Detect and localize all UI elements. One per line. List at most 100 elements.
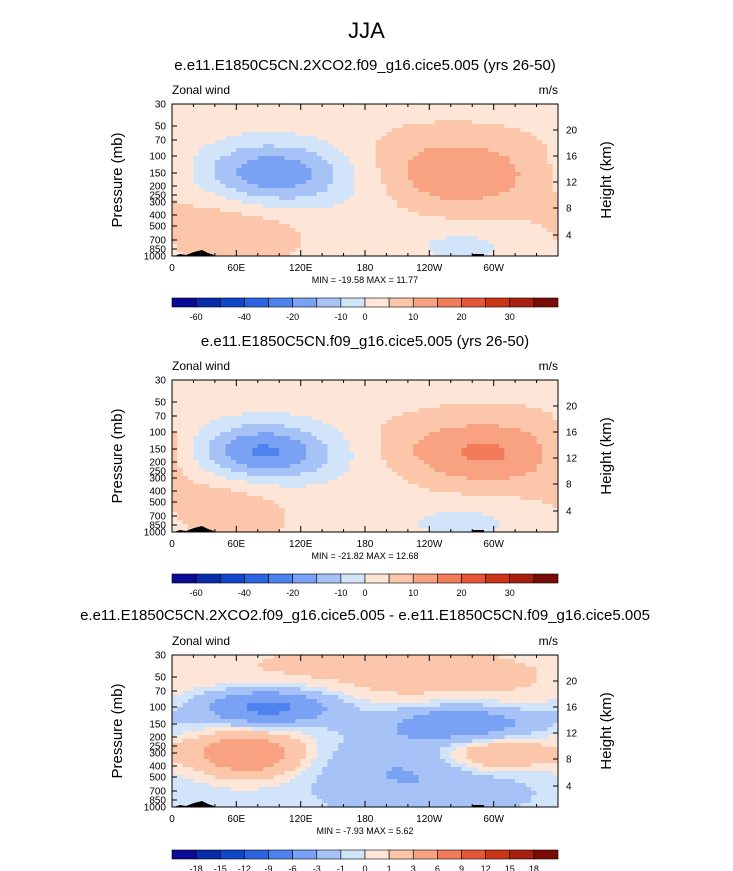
units-label: m/s [539,83,558,97]
left-label: Zonal wind [172,83,230,97]
colorbar-label: 15 [505,864,515,871]
colorbar-swatch [388,573,414,584]
colorbar-swatch [437,573,462,584]
colorbar-swatch [509,573,535,584]
y-tick-label: 400 [149,487,166,498]
colorbar-label: 9 [459,864,464,871]
y-tick-label: 500 [149,498,166,509]
y-tick-label: 150 [149,445,166,456]
colorbar-swatch [509,297,535,308]
y2-tick-label: 8 [566,204,572,215]
colorbar-swatch [412,297,438,308]
colorbar-label: -60 [190,588,203,598]
y-tick-label: 1000 [144,252,167,263]
colorbar-label: -20 [286,588,299,598]
colorbar-swatch [340,297,366,308]
colorbar-label: 0 [362,864,367,871]
colorbar [171,573,559,584]
y2-axis-title: Height (km) [598,417,615,495]
colorbar-swatch [219,573,245,584]
y-axis-title: Pressure (mb) [109,132,126,227]
units-label: m/s [539,359,558,373]
x-tick-label: 60W [483,263,504,274]
colorbar-swatch [340,849,366,860]
colorbar-label: -12 [238,864,251,871]
y-tick-label: 100 [149,152,166,163]
y2-tick-label: 16 [566,428,578,439]
colorbar-label: -10 [334,588,347,598]
colorbar-swatch [533,297,559,308]
y-tick-label: 400 [149,211,166,222]
y-tick-label: 50 [155,122,167,133]
y2-axis-title: Height (km) [598,141,615,219]
colorbar-swatch [292,573,318,584]
colorbar-label: -3 [313,864,321,871]
colorbar-swatch [437,849,462,860]
colorbar-swatch [171,297,197,308]
colorbar-swatch [388,297,414,308]
colorbar-swatch [244,849,269,860]
x-tick-label: 60E [227,263,245,274]
left-label: Zonal wind [172,359,230,373]
colorbar-swatch [364,849,390,860]
y2-tick-label: 12 [566,454,578,465]
terrain-shape [174,801,216,807]
colorbar-swatch [268,297,293,308]
x-tick-label: 180 [357,539,374,550]
y-tick-label: 400 [149,762,166,773]
x-tick-label: 180 [357,263,374,274]
x-tick-label: 120E [289,814,313,825]
y2-tick-label: 20 [566,126,578,137]
terrain-shape [174,526,216,532]
colorbar-swatch [316,297,342,308]
y-tick-label: 700 [149,512,166,523]
terrain-shape [472,805,484,807]
colorbar-label: 1 [387,864,392,871]
colorbar-label: 10 [408,312,418,322]
colorbar-label: 3 [411,864,416,871]
x-tick-label: 60W [483,814,504,825]
y-tick-label: 850 [149,796,166,807]
colorbar-swatch [533,573,559,584]
colorbar-swatch [461,849,486,860]
colorbar-label: 18 [529,864,539,871]
colorbar-label: -6 [289,864,297,871]
units-label: m/s [539,634,558,648]
colorbar [171,297,559,308]
y-tick-label: 250 [149,191,166,202]
colorbar-label: -60 [190,312,203,322]
colorbar-swatch [388,849,414,860]
y-tick-label: 250 [149,742,166,753]
y-tick-label: 70 [155,136,167,147]
colorbar-swatch [268,849,293,860]
colorbar-label: -15 [214,864,227,871]
min-max-stats: MIN = -19.58 MAX = 11.77 [312,275,418,285]
y2-tick-label: 4 [566,507,572,518]
colorbar-label: 30 [505,588,515,598]
x-tick-label: 0 [169,263,175,274]
colorbar-label: 10 [408,588,418,598]
panel-title: e.e11.E1850C5CN.f09_g16.cice5.005 (yrs 2… [201,333,529,350]
x-tick-label: 0 [169,539,175,550]
y-axis-title: Pressure (mb) [109,408,126,503]
colorbar-swatch [292,849,318,860]
colorbar-swatch [485,849,511,860]
colorbar-swatch [461,573,486,584]
y-tick-label: 30 [155,100,167,111]
y-tick-label: 1000 [144,803,167,814]
colorbar-swatch [412,573,438,584]
colorbar-swatch [485,573,511,584]
colorbar-swatch [461,297,486,308]
colorbar-swatch [340,573,366,584]
contour-field [172,104,559,257]
panel-title: e.e11.E1850C5CN.2XCO2.f09_g16.cice5.005 … [80,607,650,624]
colorbar-swatch [244,297,269,308]
terrain-shape [174,250,216,256]
colorbar-label: 0 [362,588,367,598]
left-label: Zonal wind [172,634,230,648]
colorbar-swatch [509,849,535,860]
y2-tick-label: 4 [566,782,572,793]
figure-title: JJA [348,18,385,43]
colorbar-swatch [364,573,390,584]
